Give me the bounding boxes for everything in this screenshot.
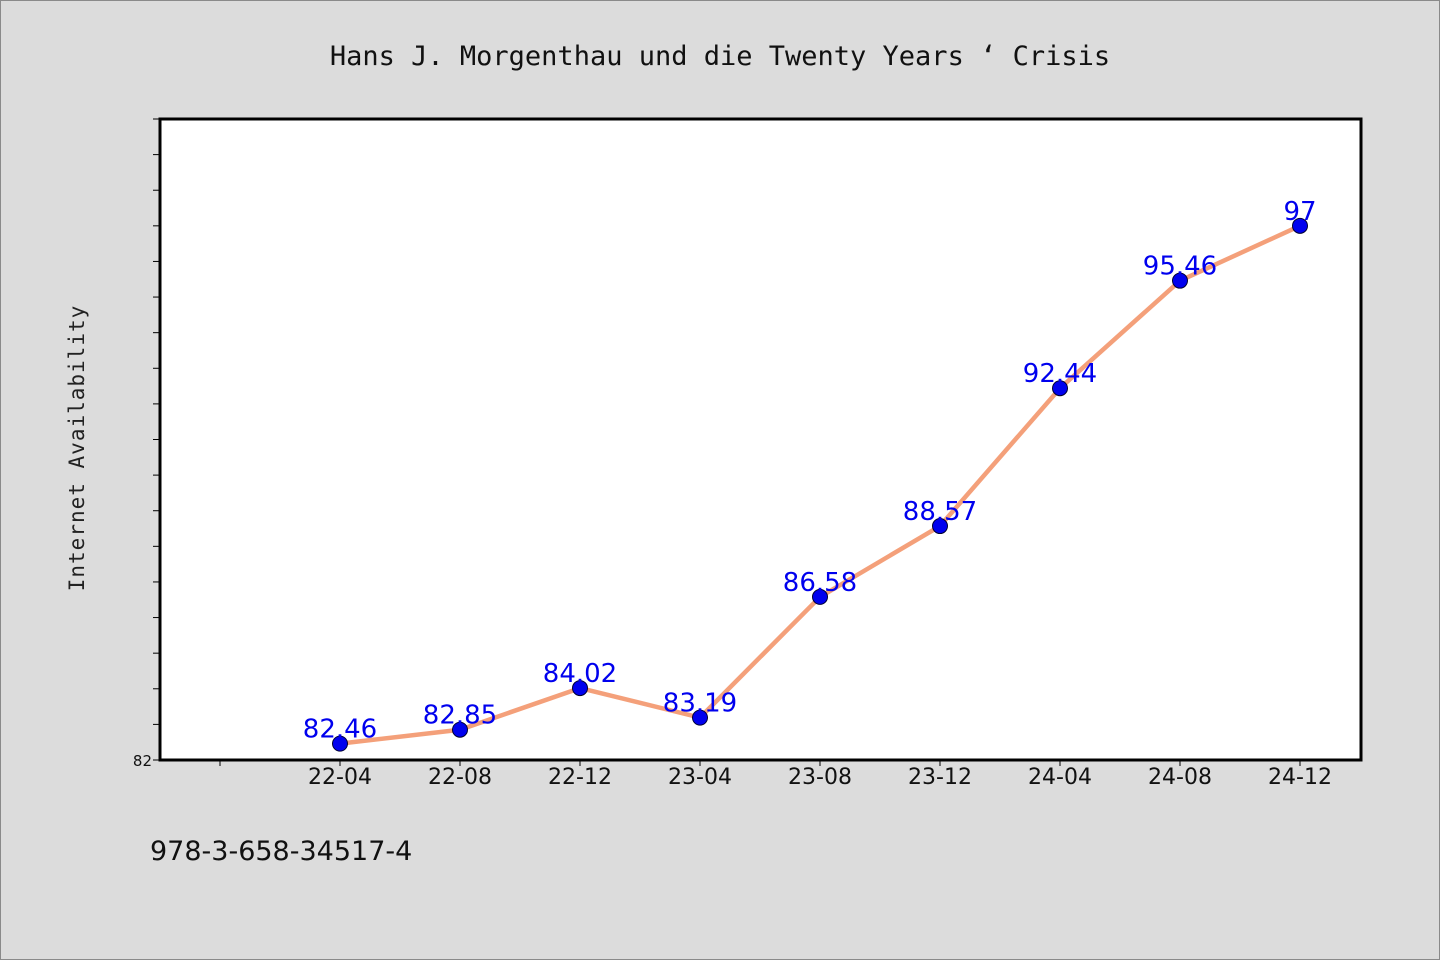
data-label: 84.02 xyxy=(543,659,617,689)
data-label: 88.57 xyxy=(903,497,977,527)
isbn-code: 978-3-658-34517-4 xyxy=(150,836,413,867)
y-tick-label: 82 xyxy=(133,752,152,770)
data-point xyxy=(812,588,828,605)
data-point xyxy=(572,680,588,697)
data-label: 82.85 xyxy=(423,701,497,731)
marker-layer xyxy=(332,217,1308,752)
chart-title: Hans J. Morgenthau und die Twenty Years … xyxy=(330,41,1110,72)
data-point xyxy=(1292,217,1308,234)
x-tick-label: 23-04 xyxy=(668,765,732,790)
data-point xyxy=(692,709,708,726)
x-tick-label: 22-08 xyxy=(428,765,492,790)
data-label-layer: 82.46 82.85 84.02 83.19 86.58 88.57 92.44 95.46… xyxy=(303,197,1317,745)
x-tick-label: 23-12 xyxy=(908,765,972,790)
data-label: 95.46 xyxy=(1143,252,1217,282)
data-point xyxy=(452,721,468,738)
data-label: 92.44 xyxy=(1023,359,1097,389)
data-label: 97 xyxy=(1283,197,1316,227)
x-tick-label: 24-04 xyxy=(1028,765,1092,790)
data-label: 86.58 xyxy=(783,568,857,598)
y-axis-label: Internet Availability xyxy=(65,305,89,592)
plot-area xyxy=(158,117,1363,762)
data-point xyxy=(332,735,348,752)
x-tick-label: 24-12 xyxy=(1268,765,1332,790)
x-tick-label: 22-12 xyxy=(548,765,612,790)
data-label: 82.46 xyxy=(303,715,377,745)
x-tick-label: 24-08 xyxy=(1148,765,1212,790)
data-point xyxy=(1052,380,1068,397)
y-axis-ticks: 82 xyxy=(133,118,160,770)
data-label: 83.19 xyxy=(663,689,737,719)
x-tick-label: 22-04 xyxy=(308,765,372,790)
data-point xyxy=(1172,272,1188,289)
x-axis-ticks: 22-04 22-08 22-12 23-04 23-08 23-12 24-04 24-08… xyxy=(219,760,1332,790)
data-point xyxy=(932,518,948,535)
x-tick-label: 23-08 xyxy=(788,765,852,790)
